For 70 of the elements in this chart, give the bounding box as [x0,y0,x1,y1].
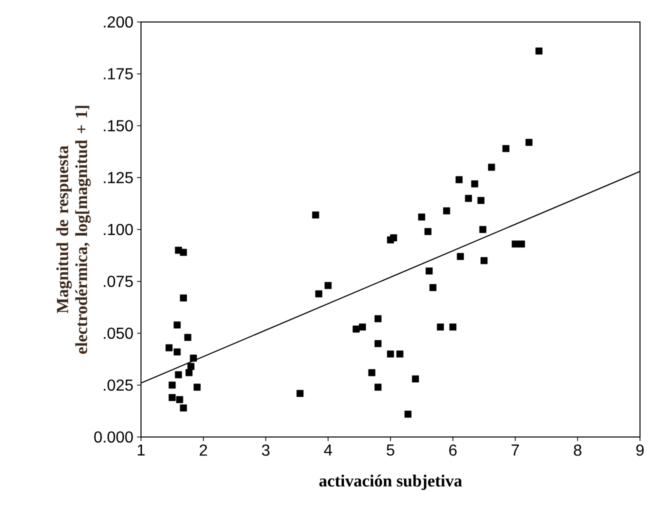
x-tick-label: 6 [449,444,457,456]
point [190,354,197,362]
y-tick-label: 0.000 [94,431,133,443]
point [436,324,444,331]
point [352,326,360,333]
point [180,294,187,302]
x-tick-label: 5 [386,444,394,456]
point [479,226,486,233]
point [358,324,366,331]
point [471,180,478,188]
point [426,268,433,274]
point [535,48,542,55]
point [368,369,376,376]
point [186,369,193,376]
x-tick-label: 8 [574,444,582,456]
point [464,194,472,202]
y-tick-label: .025 [104,379,133,391]
point [456,176,463,184]
y-tick-label: .175 [104,68,133,80]
point [374,315,382,322]
point [525,138,532,146]
point [477,196,484,204]
point [396,350,404,358]
point [180,404,187,412]
point [180,248,187,256]
x-axis-title: activación subjetiva [319,474,462,490]
x-tick-label: 7 [512,444,519,456]
point [424,228,432,236]
point [480,257,488,264]
point [168,394,176,402]
point [418,214,426,221]
point [449,324,456,331]
point [166,344,173,352]
point [296,390,304,397]
x-tick-label: 3 [262,444,270,456]
point [187,362,194,370]
x-tick-label: 2 [200,444,208,456]
point [174,371,182,378]
x-tick-label: 4 [324,444,332,456]
point [168,382,176,389]
y-tick-label: .125 [104,172,133,184]
point [456,252,464,260]
y-tick-label: .100 [104,224,133,236]
point [512,240,519,248]
point [518,240,525,248]
x-tick-label: 1 [138,444,145,456]
point [404,410,412,418]
point [174,321,181,328]
point [374,384,382,391]
y-axis-title: Magnitud de respuesta electrodérmica, log[magnitud + 1] [56,106,91,354]
y-tick-label: .200 [104,16,133,28]
point [324,282,332,290]
point [176,396,184,404]
point [387,350,394,358]
point [174,348,181,356]
y-tick-label: .050 [104,328,133,339]
point [315,290,322,298]
x-tick-label: 9 [636,444,644,456]
point [429,284,436,292]
y-tick-label: .150 [104,120,133,132]
point [443,207,450,214]
point [194,384,201,391]
point [184,334,192,341]
point [312,211,320,218]
point [488,164,496,171]
point [412,375,419,382]
point [502,145,510,152]
point [390,234,398,242]
y-tick-label: .075 [104,276,133,288]
point [374,340,382,348]
